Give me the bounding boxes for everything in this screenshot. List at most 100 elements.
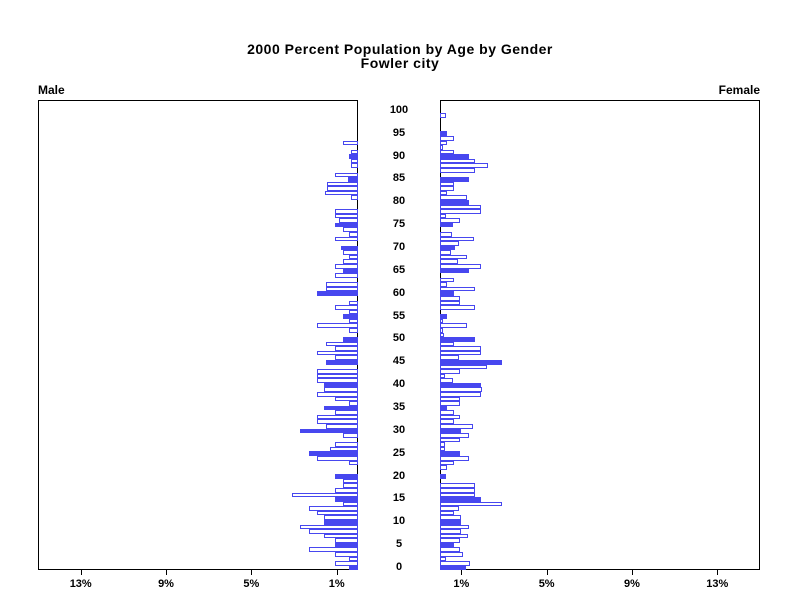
female-bar-age-60 [440,291,454,297]
age-axis-label-85: 85 [392,172,406,185]
female-bar-age-62 [440,282,448,287]
male-bar-age-42 [317,373,358,379]
age-axis-label-75: 75 [392,218,406,231]
chart-title: 2000 Percent Population by Age by Gender [247,41,553,57]
female-bar-age-18 [440,483,476,489]
female-bar-age-6 [440,538,461,543]
female-bar-age-42 [440,373,446,379]
age-axis-label-25: 25 [392,446,406,459]
female-bar-age-27 [440,442,446,447]
male-bar-age-43 [317,369,358,374]
female-bar-age-61 [440,286,476,292]
female-x-tick-5 [546,570,548,575]
male-bar-age-35 [323,405,358,411]
female-x-tick-13 [717,570,719,575]
female-bar-age-34 [440,410,454,415]
age-axis-label-80: 80 [392,195,406,208]
male-bar-age-69 [343,250,358,255]
male-bar-age-57 [334,305,358,310]
age-axis-label-100: 100 [389,103,409,116]
female-bar-age-30 [440,428,462,434]
female-bar-age-33 [440,414,461,420]
female-bar-age-82 [440,190,448,196]
female-bar-age-55 [440,314,448,319]
male-bar-age-36 [349,401,358,406]
female-bar-age-70 [440,245,455,251]
female-bar-age-51 [440,332,445,338]
male-bar-age-25 [308,451,358,457]
male-bar-age-13 [308,506,358,511]
female-bar-age-15 [440,497,481,502]
male-bar-age-6 [334,538,358,543]
male-bar-age-34 [334,410,358,415]
female-bar-age-54 [440,318,444,324]
female-bar-age-12 [440,510,454,516]
male-bar-age-14 [343,501,358,507]
female-bar-age-49 [440,341,454,347]
male-bar-age-15 [334,497,358,502]
male-bar-age-24 [317,455,358,461]
female-bar-age-88 [440,163,488,169]
female-bar-age-39 [440,387,482,393]
female-bar-age-48 [440,346,481,351]
male-bar-age-91 [350,149,358,155]
male-bar-age-40 [323,382,358,388]
male-x-tick-1 [336,570,338,575]
male-bar-age-20 [334,474,358,479]
female-bar-age-77 [440,213,447,219]
female-bar-age-0 [440,565,466,571]
male-bar-age-39 [323,387,358,393]
male-x-tick-label-9: 9% [158,578,174,590]
male-bar-age-74 [343,227,358,233]
male-bar-age-76 [338,218,358,223]
male-bar-age-68 [349,254,358,260]
female-bar-age-94 [440,136,454,141]
female-bar-age-2 [440,556,447,562]
female-bar-age-14 [440,501,502,507]
female-bar-age-24 [440,455,469,461]
male-bar-age-73 [349,232,358,237]
female-bar-age-26 [440,446,446,452]
female-panel-label: Female [718,83,760,97]
male-x-tick-label-1: 1% [328,578,345,590]
female-bar-age-16 [440,492,476,498]
male-bar-age-27 [334,442,358,447]
female-bar-age-4 [440,547,461,552]
male-bar-age-64 [334,273,358,278]
male-bar-age-78 [334,209,358,214]
female-bar-age-68 [440,254,467,260]
male-bar-age-46 [334,355,358,361]
female-bar-age-38 [440,392,481,397]
female-bar-age-28 [440,437,461,443]
male-bar-age-10 [323,519,358,525]
female-bar-age-91 [440,149,454,155]
female-bar-age-92 [440,145,444,150]
male-bar-age-2 [349,556,358,562]
male-panel [38,100,358,571]
male-x-tick-label-13: 13% [69,578,92,590]
female-bar-age-57 [440,305,476,310]
female-x-tick-9 [631,570,633,575]
male-bar-age-16 [291,492,358,498]
female-bar-age-78 [440,209,481,214]
female-bar-age-8 [440,529,462,534]
female-x-tick-label-5: 5% [538,578,555,590]
female-bar-age-50 [440,337,476,342]
female-bar-age-7 [440,533,468,539]
female-bar-age-85 [440,177,469,182]
male-bar-age-9 [300,524,358,530]
male-bar-age-50 [343,337,358,342]
male-bar-age-31 [326,423,358,429]
female-bar-age-31 [440,423,474,429]
male-bar-age-49 [326,341,358,347]
female-bar-age-73 [440,232,452,237]
male-bar-age-29 [343,433,358,438]
male-bar-age-8 [308,529,358,534]
male-bar-age-23 [349,460,358,466]
female-x-tick-label-1: 1% [453,578,470,590]
female-bar-age-36 [440,401,461,406]
male-bar-age-88 [350,163,358,169]
male-bar-age-5 [334,542,358,548]
male-bar-age-77 [334,213,358,219]
